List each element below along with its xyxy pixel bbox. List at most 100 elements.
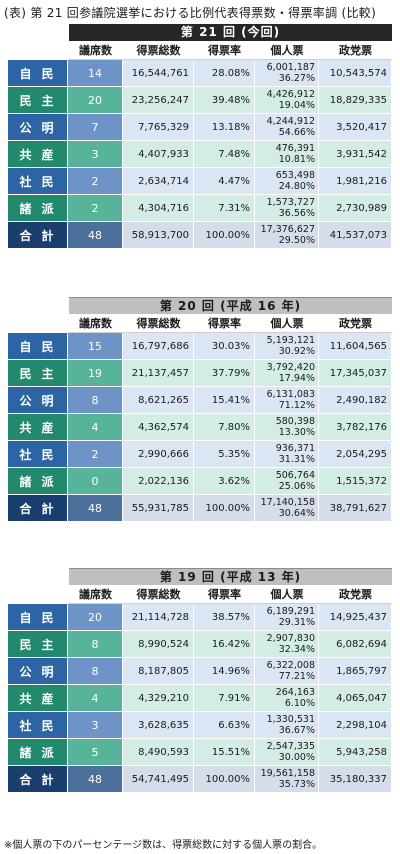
individual-votes-value: 6,001,187 — [266, 62, 315, 73]
individual-votes-value: 1,330,531 — [266, 714, 315, 725]
individual-votes-pct: 36.27% — [278, 73, 315, 84]
individual-votes-cell: 2,547,335 30.00% — [255, 739, 319, 766]
vote-rate-cell: 5.35% — [194, 441, 255, 468]
total-votes-cell: 55,931,785 — [123, 495, 194, 522]
individual-votes-cell: 476,391 10.81% — [255, 141, 319, 168]
party-name-cell: 社民 — [8, 441, 68, 468]
party-name-cell: 自民 — [8, 333, 68, 360]
seats-cell: 2 — [68, 195, 123, 222]
table-row: 共産 4 4,362,574 7.80% 580,398 13.30% 3,782,176 — [8, 414, 392, 441]
party-name-cell: 社民 — [8, 712, 68, 739]
table-row: 諸派 2 4,304,716 7.31% 1,573,727 36.56% 2,730,98… — [8, 195, 392, 222]
corner-cell — [8, 41, 68, 60]
party-name-cell: 合計 — [8, 766, 68, 793]
individual-votes-pct: 29.31% — [278, 617, 315, 628]
election-table-21: 第 21 回 (今回) 議席数 得票総数 得票率 個人票 政党票 自民 14 16,… — [8, 24, 392, 249]
total-votes-cell: 4,407,933 — [123, 141, 194, 168]
table-row: 公明 8 8,187,805 14.96% 6,322,008 77.21% 1,865,7… — [8, 658, 392, 685]
individual-votes-value: 6,322,008 — [266, 660, 315, 671]
seats-cell: 8 — [68, 631, 123, 658]
individual-votes-cell: 2,907,830 32.34% — [255, 631, 319, 658]
individual-votes-cell: 6,131,083 71.12% — [255, 387, 319, 414]
vote-rate-cell: 15.51% — [194, 739, 255, 766]
individual-votes-value: 6,131,083 — [266, 389, 315, 400]
col-header-party-votes: 政党票 — [319, 41, 392, 60]
individual-votes-cell: 19,561,158 35.73% — [255, 766, 319, 793]
party-name-cell: 自民 — [8, 604, 68, 631]
election-banner: 第 19 回 (平成 13 年) — [69, 568, 392, 585]
individual-votes-cell: 17,376,627 29.50% — [255, 222, 319, 249]
seats-cell: 8 — [68, 658, 123, 685]
vote-rate-cell: 13.18% — [194, 114, 255, 141]
vote-rate-cell: 4.47% — [194, 168, 255, 195]
individual-votes-cell: 6,001,187 36.27% — [255, 60, 319, 87]
page-title: (表) 第 21 回参議院選挙における比例代表得票数・得票率調 (比較) — [4, 6, 377, 20]
col-header-rate: 得票率 — [194, 585, 255, 604]
party-votes-cell: 14,925,437 — [319, 604, 392, 631]
vote-rate-cell: 37.79% — [194, 360, 255, 387]
party-votes-cell: 2,298,104 — [319, 712, 392, 739]
total-votes-cell: 4,362,574 — [123, 414, 194, 441]
party-votes-cell: 3,931,542 — [319, 141, 392, 168]
party-votes-cell: 41,537,073 — [319, 222, 392, 249]
party-votes-cell: 2,730,989 — [319, 195, 392, 222]
total-votes-cell: 2,634,714 — [123, 168, 194, 195]
individual-votes-pct: 32.34% — [278, 644, 315, 655]
individual-votes-cell: 4,426,912 19.04% — [255, 87, 319, 114]
total-votes-cell: 23,256,247 — [123, 87, 194, 114]
table-row: 合計 48 55,931,785 100.00% 17,140,158 30.64% 38,… — [8, 495, 392, 522]
total-votes-cell: 8,621,265 — [123, 387, 194, 414]
vote-rate-cell: 28.08% — [194, 60, 255, 87]
total-votes-cell: 21,137,457 — [123, 360, 194, 387]
col-header-rate: 得票率 — [194, 41, 255, 60]
individual-votes-value: 17,140,158 — [260, 497, 315, 508]
party-name-cell: 合計 — [8, 222, 68, 249]
seats-cell: 2 — [68, 441, 123, 468]
individual-votes-value: 476,391 — [275, 143, 315, 154]
table-row: 民主 19 21,137,457 37.79% 3,792,420 17.94% 17,34… — [8, 360, 392, 387]
table-body: 自民 20 21,114,728 38.57% 6,189,291 29.31% 14,92… — [8, 604, 392, 793]
individual-votes-value: 3,792,420 — [266, 362, 315, 373]
vote-rate-cell: 38.57% — [194, 604, 255, 631]
total-votes-cell: 4,304,716 — [123, 195, 194, 222]
individual-votes-value: 4,426,912 — [266, 89, 315, 100]
total-votes-cell: 3,628,635 — [123, 712, 194, 739]
individual-votes-pct: 71.12% — [278, 400, 315, 411]
seats-cell: 48 — [68, 766, 123, 793]
election-banner: 第 21 回 (今回) — [69, 24, 392, 41]
col-header-rate: 得票率 — [194, 314, 255, 333]
individual-votes-cell: 5,193,121 30.92% — [255, 333, 319, 360]
party-name-cell: 民主 — [8, 87, 68, 114]
table-row: 自民 15 16,797,686 30.03% 5,193,121 30.92% 11,60… — [8, 333, 392, 360]
vote-rate-cell: 39.48% — [194, 87, 255, 114]
individual-votes-value: 17,376,627 — [260, 224, 315, 235]
table-row: 諸派 0 2,022,136 3.62% 506,764 25.06% 1,515,372 — [8, 468, 392, 495]
seats-cell: 15 — [68, 333, 123, 360]
individual-votes-cell: 506,764 25.06% — [255, 468, 319, 495]
individual-votes-value: 4,244,912 — [266, 116, 315, 127]
col-header-total: 得票総数 — [123, 585, 194, 604]
election-table-19: 第 19 回 (平成 13 年) 議席数 得票総数 得票率 個人票 政党票 自民… — [8, 568, 392, 793]
total-votes-cell: 7,765,329 — [123, 114, 194, 141]
party-name-cell: 自民 — [8, 60, 68, 87]
vote-rate-cell: 100.00% — [194, 495, 255, 522]
table-row: 共産 3 4,407,933 7.48% 476,391 10.81% 3,931,542 — [8, 141, 392, 168]
header-row: 議席数 得票総数 得票率 個人票 政党票 — [8, 314, 392, 333]
individual-votes-pct: 31.31% — [278, 454, 315, 465]
total-votes-cell: 8,490,593 — [123, 739, 194, 766]
party-votes-cell: 17,345,037 — [319, 360, 392, 387]
party-name-cell: 公明 — [8, 658, 68, 685]
individual-votes-pct: 6.10% — [284, 698, 315, 709]
seats-cell: 48 — [68, 222, 123, 249]
election-table-20: 第 20 回 (平成 16 年) 議席数 得票総数 得票率 個人票 政党票 自民… — [8, 297, 392, 522]
individual-votes-cell: 1,330,531 36.67% — [255, 712, 319, 739]
col-header-party-votes: 政党票 — [319, 585, 392, 604]
individual-votes-pct: 19.04% — [278, 100, 315, 111]
total-votes-cell: 58,913,700 — [123, 222, 194, 249]
individual-votes-pct: 30.00% — [278, 752, 315, 763]
party-name-cell: 諸派 — [8, 195, 68, 222]
seats-cell: 19 — [68, 360, 123, 387]
table-row: 社民 3 3,628,635 6.63% 1,330,531 36.67% 2,298,10… — [8, 712, 392, 739]
col-header-seats: 議席数 — [68, 314, 123, 333]
col-header-individual: 個人票 — [255, 585, 319, 604]
